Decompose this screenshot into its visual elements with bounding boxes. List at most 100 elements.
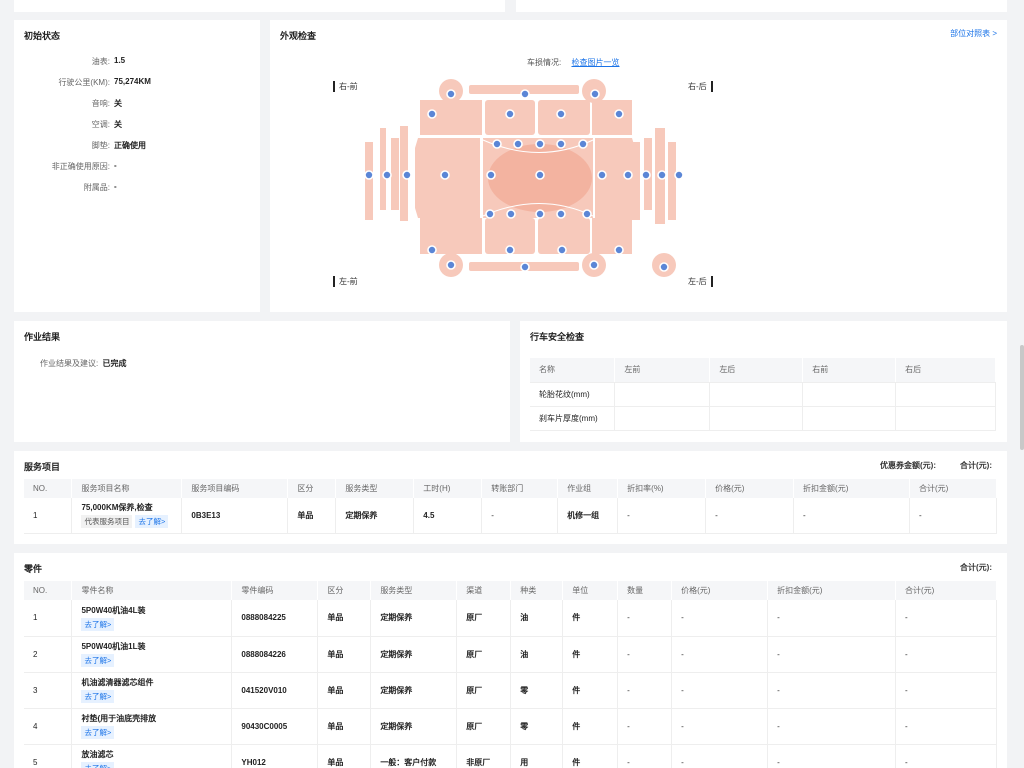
initial-state-value: - — [114, 161, 117, 170]
corner-label-right-front: 右-前 — [333, 81, 358, 92]
parts-header-cell: 数量 — [617, 581, 673, 600]
parts-header-cell: 服务类型 — [370, 581, 458, 600]
initial-state-value: 关 — [114, 120, 122, 129]
part-no: 4 — [24, 708, 73, 745]
initial-state-key: 非正确使用原因: — [51, 162, 110, 171]
part-learn-more-link[interactable]: 去了解> — [81, 617, 115, 631]
part-name: 放油滤芯 — [81, 750, 114, 759]
parts-header-cell: 折扣金额(元) — [767, 581, 896, 600]
part-learn-more-link[interactable]: 去了解> — [81, 762, 115, 768]
part-kind: 零 — [510, 672, 564, 709]
service-learn-more-link[interactable]: 去了解> — [135, 515, 169, 529]
initial-state-title: 初始状态 — [24, 31, 61, 41]
part-disc: - — [767, 708, 896, 745]
inspection-photos-link[interactable]: 检查图片一览 — [571, 58, 620, 67]
part-price: - — [671, 744, 769, 768]
part-qty: - — [617, 672, 673, 709]
safety-header-cell: 名称 — [530, 358, 616, 383]
parts-row: 3 机油滤清器滤芯组件 去了解> 041520V010 单品 定期保养 原厂零件 - - - - — [24, 672, 998, 709]
part-svc: 一般：客户付款 — [370, 744, 458, 768]
service-dept: - — [481, 498, 559, 534]
part-disc: - — [767, 636, 896, 673]
top-strip-left — [14, 0, 505, 12]
parts-header-cell: NO. — [24, 581, 73, 600]
service-code: 0B3E13 — [181, 498, 289, 534]
service-row: 1 75,000KM保养,检查 代表服务项目 去了解> 0B3E13 单品 定期保养 4.5-… — [24, 498, 998, 534]
part-type: 单品 — [317, 672, 372, 709]
service-group: 机修一组 — [557, 498, 619, 534]
work-result-title: 作业结果 — [24, 332, 61, 342]
service-hours: 4.5 — [413, 498, 483, 534]
part-learn-more-link[interactable]: 去了解> — [81, 654, 115, 667]
safety-cell — [802, 382, 897, 407]
part-total: - — [895, 672, 998, 709]
safety-header-cell: 左前 — [614, 358, 711, 383]
part-name: 机油滤清器滤芯组件 — [81, 678, 154, 687]
parts-header-cell: 零件名称 — [71, 581, 233, 600]
service-items-title: 服务项目 — [24, 462, 61, 472]
safety-check-title: 行车安全检查 — [530, 332, 585, 342]
service-items-card: 服务项目 优惠券金额(元): 合计(元): NO. 服务项目名称 服务项目编码 区分服… — [14, 451, 1007, 544]
service-name-cell: 75,000KM保养,检查 代表服务项目 去了解> — [71, 498, 183, 534]
part-reference-link[interactable]: 部位对照表 > — [950, 29, 997, 38]
part-name-cell: 5P0W40机油1L装去了解> — [71, 636, 233, 673]
part-total: - — [895, 708, 998, 745]
part-learn-more-link[interactable]: 去了解> — [81, 726, 115, 739]
part-name-cell: 衬垫(用于油底壳排放 去了解> — [71, 708, 233, 745]
parts-header-cell: 价格(元) — [671, 581, 769, 600]
part-learn-more-link[interactable]: 去了解> — [81, 690, 115, 703]
part-name-cell: 5P0W40机油4L装 去了解> — [71, 600, 233, 637]
part-svc: 定期保养 — [370, 708, 458, 745]
service-name: 75,000KM保养,检查 — [81, 503, 153, 513]
part-code: 0888084226 — [231, 636, 319, 673]
part-name: 5P0W40机油1L装 — [81, 642, 146, 651]
part-kind: 油 — [510, 600, 564, 637]
service-header-cell: NO. — [24, 479, 73, 498]
safety-cell — [614, 382, 711, 407]
top-strip-right — [516, 0, 1007, 12]
initial-state-card: 初始状态 油表: 1.5 行驶公里(KM): 75,274KM 音响: 关空调: 关脚垫: 正… — [14, 20, 260, 312]
parts-header-cell: 单位 — [562, 581, 619, 600]
part-svc: 定期保养 — [370, 672, 458, 709]
initial-state-key: 油表: — [91, 57, 110, 66]
part-type: 单品 — [317, 600, 372, 637]
page-scrollbar[interactable] — [1020, 345, 1024, 450]
part-no: 1 — [24, 600, 73, 637]
initial-state-value: 75,274KM — [114, 77, 151, 86]
part-qty: - — [617, 636, 673, 673]
work-result-label: 作业结果及建议: — [40, 359, 99, 368]
service-disc: - — [793, 498, 910, 534]
safety-header-cell: 右前 — [802, 358, 897, 383]
part-channel: 非原厂 — [456, 744, 512, 768]
part-price: - — [671, 636, 769, 673]
initial-state-row: 脚垫: 正确使用 — [14, 140, 146, 150]
part-price: - — [671, 708, 769, 745]
service-header-cell: 服务项目编码 — [181, 479, 289, 498]
part-total: - — [895, 636, 998, 673]
coupon-amount-label: 优惠券金额(元): — [880, 461, 936, 470]
part-svc: 定期保养 — [370, 636, 458, 673]
part-disc: - — [767, 672, 896, 709]
part-type: 单品 — [317, 636, 372, 673]
parts-total-label: 合计(元): — [960, 563, 992, 572]
initial-state-value: 1.5 — [114, 56, 126, 65]
part-price: - — [671, 600, 769, 637]
car-body-diagram — [364, 79, 684, 277]
service-header-cell: 服务项目名称 — [71, 479, 183, 498]
initial-state-value: 正确使用 — [114, 141, 146, 150]
initial-state-key: 行驶公里(KM): — [58, 78, 110, 87]
initial-state-value: - — [114, 182, 117, 191]
safety-cell: 轮胎花纹(mm) — [530, 382, 616, 407]
part-kind: 用 — [510, 744, 564, 768]
part-channel: 原厂 — [456, 708, 512, 745]
parts-row: 1 5P0W40机油4L装 去了解> 0888084225 单品 定期保养 原厂油件 - - - - — [24, 600, 998, 637]
service-total: - — [909, 498, 998, 534]
part-channel: 原厂 — [456, 672, 512, 709]
initial-state-row: 附属品: - — [14, 182, 117, 192]
part-kind: 油 — [510, 636, 564, 673]
parts-header-cell: 区分 — [317, 581, 372, 600]
part-code: 0888084225 — [231, 600, 319, 637]
initial-state-key: 附属品: — [83, 183, 110, 192]
initial-state-row: 音响: 关 — [14, 98, 122, 108]
